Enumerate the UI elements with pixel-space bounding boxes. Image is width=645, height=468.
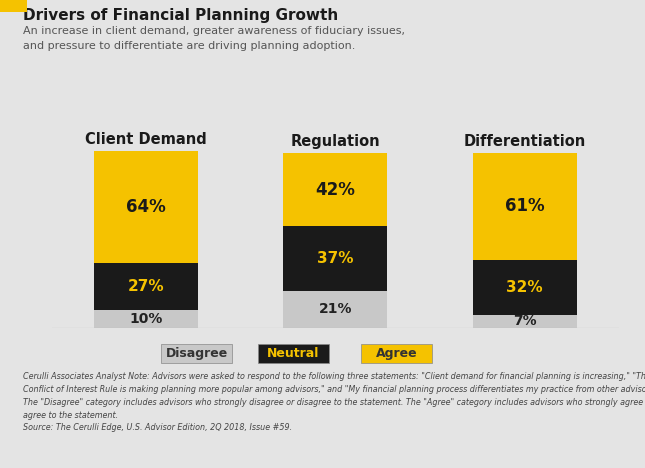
- Text: Drivers of Financial Planning Growth: Drivers of Financial Planning Growth: [23, 8, 338, 23]
- Text: Client Demand: Client Demand: [85, 132, 207, 147]
- Bar: [94, 310, 198, 328]
- Text: Disagree: Disagree: [166, 347, 228, 360]
- Text: Agree: Agree: [376, 347, 417, 360]
- Text: 42%: 42%: [315, 181, 355, 199]
- Bar: [283, 153, 388, 227]
- Bar: [473, 153, 577, 260]
- Bar: [94, 151, 198, 263]
- Text: 32%: 32%: [506, 280, 543, 295]
- Text: Differentiation: Differentiation: [464, 134, 586, 149]
- Text: Neutral: Neutral: [267, 347, 320, 360]
- Text: 27%: 27%: [128, 279, 164, 294]
- Text: An increase in client demand, greater awareness of fiduciary issues,
and pressur: An increase in client demand, greater aw…: [23, 26, 404, 51]
- Text: Regulation: Regulation: [291, 134, 380, 149]
- Bar: [283, 227, 388, 291]
- Text: Cerulli Associates Analyst Note: Advisors were asked to respond to the following: Cerulli Associates Analyst Note: Advisor…: [23, 372, 645, 432]
- Bar: [473, 260, 577, 315]
- Text: 21%: 21%: [319, 302, 352, 316]
- Text: 10%: 10%: [130, 312, 163, 326]
- Bar: [94, 263, 198, 310]
- Text: 64%: 64%: [126, 198, 166, 216]
- Bar: [473, 315, 577, 328]
- Text: 7%: 7%: [513, 314, 537, 329]
- Text: 37%: 37%: [317, 251, 353, 266]
- Bar: [283, 291, 388, 328]
- Text: 61%: 61%: [505, 197, 544, 215]
